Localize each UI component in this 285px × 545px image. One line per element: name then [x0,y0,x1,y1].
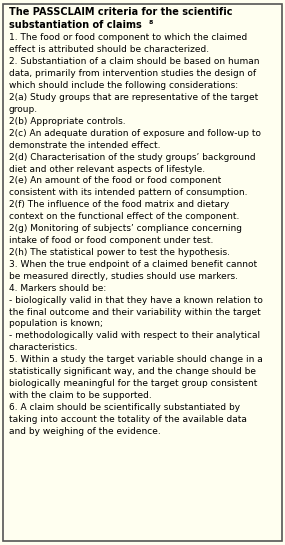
Text: consistent with its intended pattern of consumption.: consistent with its intended pattern of … [9,189,247,197]
Text: 2(d) Characterisation of the study groups’ background: 2(d) Characterisation of the study group… [9,153,255,162]
Text: intake of food or food component under test.: intake of food or food component under t… [9,236,213,245]
Text: demonstrate the intended effect.: demonstrate the intended effect. [9,141,160,150]
Text: 1. The food or food component to which the claimed: 1. The food or food component to which t… [9,33,247,43]
Text: statistically significant way, and the change should be: statistically significant way, and the c… [9,367,256,376]
Text: the final outcome and their variability within the target: the final outcome and their variability … [9,307,260,317]
Text: diet and other relevant aspects of lifestyle.: diet and other relevant aspects of lifes… [9,165,205,173]
Text: 2(a) Study groups that are representative of the target: 2(a) Study groups that are representativ… [9,93,258,102]
Text: 3. When the true endpoint of a claimed benefit cannot: 3. When the true endpoint of a claimed b… [9,260,257,269]
Text: 4. Markers should be:: 4. Markers should be: [9,284,106,293]
Text: 2(c) An adequate duration of exposure and follow-up to: 2(c) An adequate duration of exposure an… [9,129,260,138]
Text: 2(h) The statistical power to test the hypothesis.: 2(h) The statistical power to test the h… [9,248,229,257]
Text: - biologically valid in that they have a known relation to: - biologically valid in that they have a… [9,295,262,305]
Text: The PASSCLAIM criteria for the scientific: The PASSCLAIM criteria for the scientifi… [9,7,232,16]
Text: group.: group. [9,105,38,114]
Text: population is known;: population is known; [9,319,102,329]
Text: 2(b) Appropriate controls.: 2(b) Appropriate controls. [9,117,125,126]
Text: biologically meaningful for the target group consistent: biologically meaningful for the target g… [9,379,257,388]
FancyBboxPatch shape [3,4,282,541]
Text: substantiation of claims: substantiation of claims [9,20,141,29]
Text: 2(g) Monitoring of subjects’ compliance concerning: 2(g) Monitoring of subjects’ compliance … [9,224,242,233]
Text: and by weighing of the evidence.: and by weighing of the evidence. [9,427,160,435]
Text: context on the functional effect of the component.: context on the functional effect of the … [9,212,239,221]
Text: data, primarily from intervention studies the design of: data, primarily from intervention studie… [9,69,256,78]
Text: with the claim to be supported.: with the claim to be supported. [9,391,151,400]
Text: 2(e) An amount of the food or food component: 2(e) An amount of the food or food compo… [9,177,221,185]
Text: - methodologically valid with respect to their analytical: - methodologically valid with respect to… [9,331,260,341]
Text: 6. A claim should be scientifically substantiated by: 6. A claim should be scientifically subs… [9,403,240,412]
Text: 5. Within a study the target variable should change in a: 5. Within a study the target variable sh… [9,355,262,364]
Text: taking into account the totality of the available data: taking into account the totality of the … [9,415,247,424]
Text: 2. Substantiation of a claim should be based on human: 2. Substantiation of a claim should be b… [9,57,259,66]
Text: 8: 8 [148,20,153,25]
Text: 2(f) The influence of the food matrix and dietary: 2(f) The influence of the food matrix an… [9,200,229,209]
Text: be measured directly, studies should use markers.: be measured directly, studies should use… [9,272,238,281]
Text: characteristics.: characteristics. [9,343,78,352]
Text: effect is attributed should be characterized.: effect is attributed should be character… [9,45,209,54]
Text: which should include the following considerations:: which should include the following consi… [9,81,238,90]
